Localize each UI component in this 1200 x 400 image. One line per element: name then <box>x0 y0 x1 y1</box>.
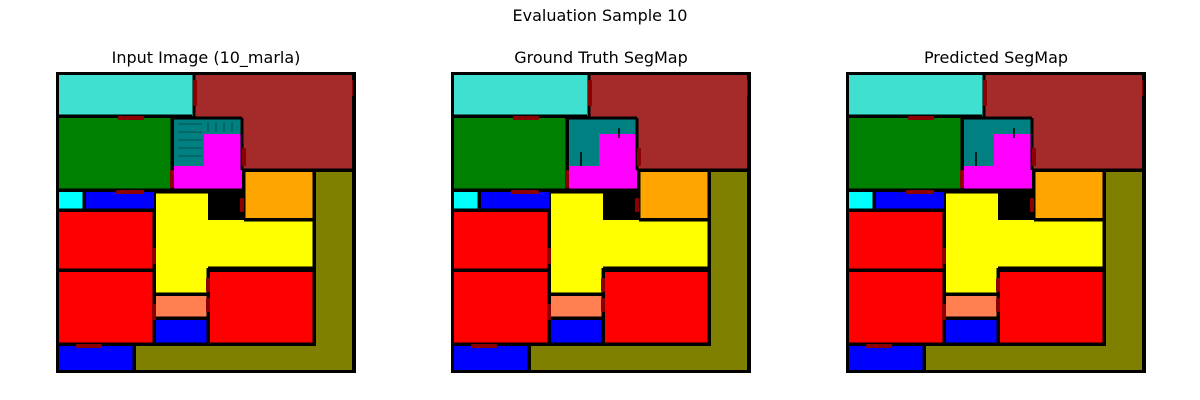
plan-door <box>960 170 964 188</box>
room-magenta-center <box>174 166 242 190</box>
room-red-right <box>1000 272 1104 344</box>
plan-door <box>152 304 156 320</box>
room-yellow-wing <box>946 220 1104 268</box>
room-orange <box>244 172 314 218</box>
plan-door <box>906 190 934 194</box>
plan-door <box>511 190 539 194</box>
room-blue-center <box>946 320 998 344</box>
room-red-left-lower <box>58 272 154 344</box>
plan-door <box>547 304 551 320</box>
plan-door <box>942 304 946 320</box>
floorplan-input <box>56 72 356 373</box>
room-magenta-upper <box>204 134 242 166</box>
plan-outline <box>451 72 751 373</box>
plan-door <box>908 116 934 120</box>
plan-door <box>565 170 569 188</box>
room-red-right <box>605 272 709 344</box>
room-blue-bottom-left <box>453 346 529 370</box>
plan-door <box>866 344 892 348</box>
room-red-left-upper <box>848 212 944 270</box>
plan-door <box>152 248 156 264</box>
floorplan-ground-truth <box>451 72 751 373</box>
plan-door <box>513 116 539 120</box>
plan-door <box>206 298 210 312</box>
plan-door <box>635 198 639 212</box>
room-blue-bottom-left <box>58 346 134 370</box>
room-blue-upper <box>876 192 944 210</box>
plan-door <box>118 116 144 120</box>
plan-door <box>601 278 605 292</box>
room-blue-upper <box>481 192 549 210</box>
plan-door <box>547 248 551 264</box>
plan-door <box>76 344 102 348</box>
room-olive-corridor <box>316 172 352 370</box>
plan-outline <box>56 72 356 373</box>
room-cyan-small <box>58 192 84 210</box>
panel-title-predicted: Predicted SegMap <box>923 48 1069 67</box>
plan-door <box>242 148 246 166</box>
plan-door <box>601 298 605 312</box>
room-olive-bottom <box>926 346 1106 370</box>
panel-title-input: Input Image (10_marla) <box>111 48 301 67</box>
room-magenta-center <box>964 166 1032 190</box>
plan-door <box>942 248 946 264</box>
room-red-left-lower <box>848 272 944 344</box>
room-magenta-center <box>569 166 637 190</box>
room-magenta-upper <box>994 134 1032 166</box>
plan-door <box>193 80 197 106</box>
room-red-left-upper <box>58 212 154 270</box>
room-olive-corridor <box>711 172 747 370</box>
room-cyan-small <box>848 192 874 210</box>
plan-door <box>1030 198 1034 212</box>
room-olive-bottom <box>136 346 316 370</box>
floorplan-predicted <box>846 72 1146 373</box>
room-turquoise-top-left <box>453 74 589 116</box>
room-green-left <box>58 118 172 190</box>
room-yellow-wing <box>156 220 314 268</box>
plan-door <box>170 170 174 188</box>
room-green-left <box>453 118 567 190</box>
plan-door <box>1032 148 1036 166</box>
room-magenta-upper <box>599 134 637 166</box>
room-blue-center <box>551 320 603 344</box>
plan-door <box>588 80 592 106</box>
room-olive-bottom <box>531 346 711 370</box>
room-orange <box>639 172 709 218</box>
plan-door <box>996 278 1000 292</box>
room-red-right <box>210 272 314 344</box>
room-turquoise-top-left <box>848 74 984 116</box>
room-coral-small <box>946 296 998 318</box>
room-blue-bottom-left <box>848 346 924 370</box>
room-red-left-lower <box>453 272 549 344</box>
room-turquoise-top-left <box>58 74 194 116</box>
plan-door <box>206 278 210 292</box>
plan-door <box>471 344 497 348</box>
plan-outline <box>846 72 1146 373</box>
room-cyan-small <box>453 192 479 210</box>
room-blue-upper <box>86 192 154 210</box>
room-coral-small <box>156 296 208 318</box>
room-green-left <box>848 118 962 190</box>
room-orange <box>1034 172 1104 218</box>
plan-door <box>637 148 641 166</box>
plan-door <box>996 298 1000 312</box>
plan-door <box>240 198 244 212</box>
room-red-left-upper <box>453 212 549 270</box>
room-olive-corridor <box>1106 172 1142 370</box>
plan-door <box>983 80 987 106</box>
panel-title-ground-truth: Ground Truth SegMap <box>514 48 688 67</box>
figure-suptitle: Evaluation Sample 10 <box>512 6 688 25</box>
room-yellow-wing <box>551 220 709 268</box>
room-blue-center <box>156 320 208 344</box>
room-coral-small <box>551 296 603 318</box>
plan-door <box>116 190 144 194</box>
